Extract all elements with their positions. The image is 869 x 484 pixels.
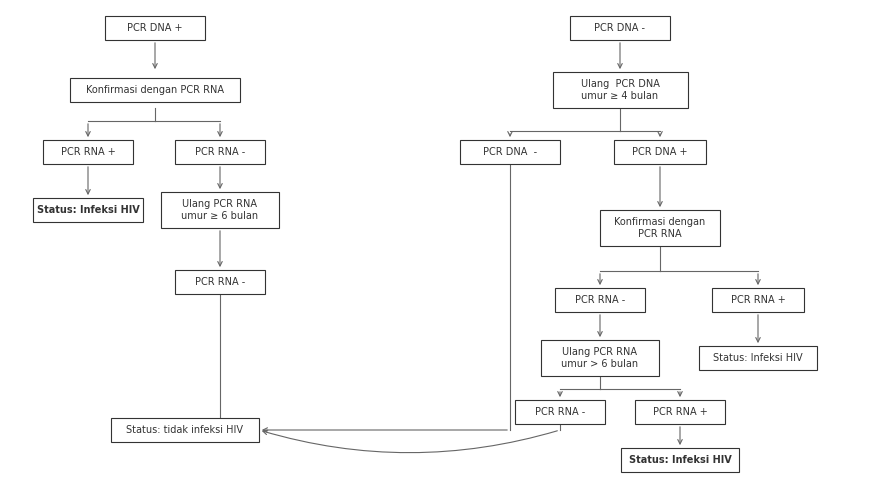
Text: PCR DNA +: PCR DNA + [127,23,182,33]
Text: Status: Infeksi HIV: Status: Infeksi HIV [628,455,731,465]
Text: Ulang PCR RNA
umur ≥ 6 bulan: Ulang PCR RNA umur ≥ 6 bulan [182,199,258,221]
Text: PCR RNA -: PCR RNA - [574,295,625,305]
Text: PCR DNA -: PCR DNA - [594,23,645,33]
Text: PCR RNA +: PCR RNA + [652,407,706,417]
FancyBboxPatch shape [554,288,644,312]
FancyBboxPatch shape [460,140,560,164]
Text: PCR DNA +: PCR DNA + [632,147,687,157]
Text: Ulang PCR RNA
umur > 6 bulan: Ulang PCR RNA umur > 6 bulan [561,347,638,369]
FancyBboxPatch shape [105,16,205,40]
FancyBboxPatch shape [70,78,240,102]
FancyBboxPatch shape [161,192,279,228]
FancyBboxPatch shape [634,400,724,424]
Text: PCR RNA +: PCR RNA + [61,147,116,157]
FancyBboxPatch shape [175,270,265,294]
FancyBboxPatch shape [514,400,604,424]
FancyBboxPatch shape [175,140,265,164]
FancyBboxPatch shape [614,140,705,164]
FancyBboxPatch shape [620,448,738,472]
FancyBboxPatch shape [541,340,658,376]
Text: PCR RNA -: PCR RNA - [195,147,245,157]
Text: PCR RNA +: PCR RNA + [730,295,785,305]
Text: Konfirmasi dengan
PCR RNA: Konfirmasi dengan PCR RNA [614,217,705,239]
FancyBboxPatch shape [600,210,720,246]
Text: Ulang  PCR DNA
umur ≥ 4 bulan: Ulang PCR DNA umur ≥ 4 bulan [580,79,659,101]
Text: Konfirmasi dengan PCR RNA: Konfirmasi dengan PCR RNA [86,85,223,95]
FancyBboxPatch shape [111,418,259,442]
FancyBboxPatch shape [43,140,133,164]
FancyBboxPatch shape [33,198,143,222]
Text: Status: tidak infeksi HIV: Status: tidak infeksi HIV [126,425,243,435]
FancyBboxPatch shape [698,346,816,370]
FancyBboxPatch shape [711,288,803,312]
Text: PCR RNA -: PCR RNA - [195,277,245,287]
Text: PCR RNA -: PCR RNA - [534,407,585,417]
FancyBboxPatch shape [569,16,669,40]
FancyBboxPatch shape [552,72,687,108]
Text: Status: Infeksi HIV: Status: Infeksi HIV [713,353,802,363]
Text: Status: Infeksi HIV: Status: Infeksi HIV [36,205,139,215]
Text: PCR DNA  -: PCR DNA - [482,147,536,157]
